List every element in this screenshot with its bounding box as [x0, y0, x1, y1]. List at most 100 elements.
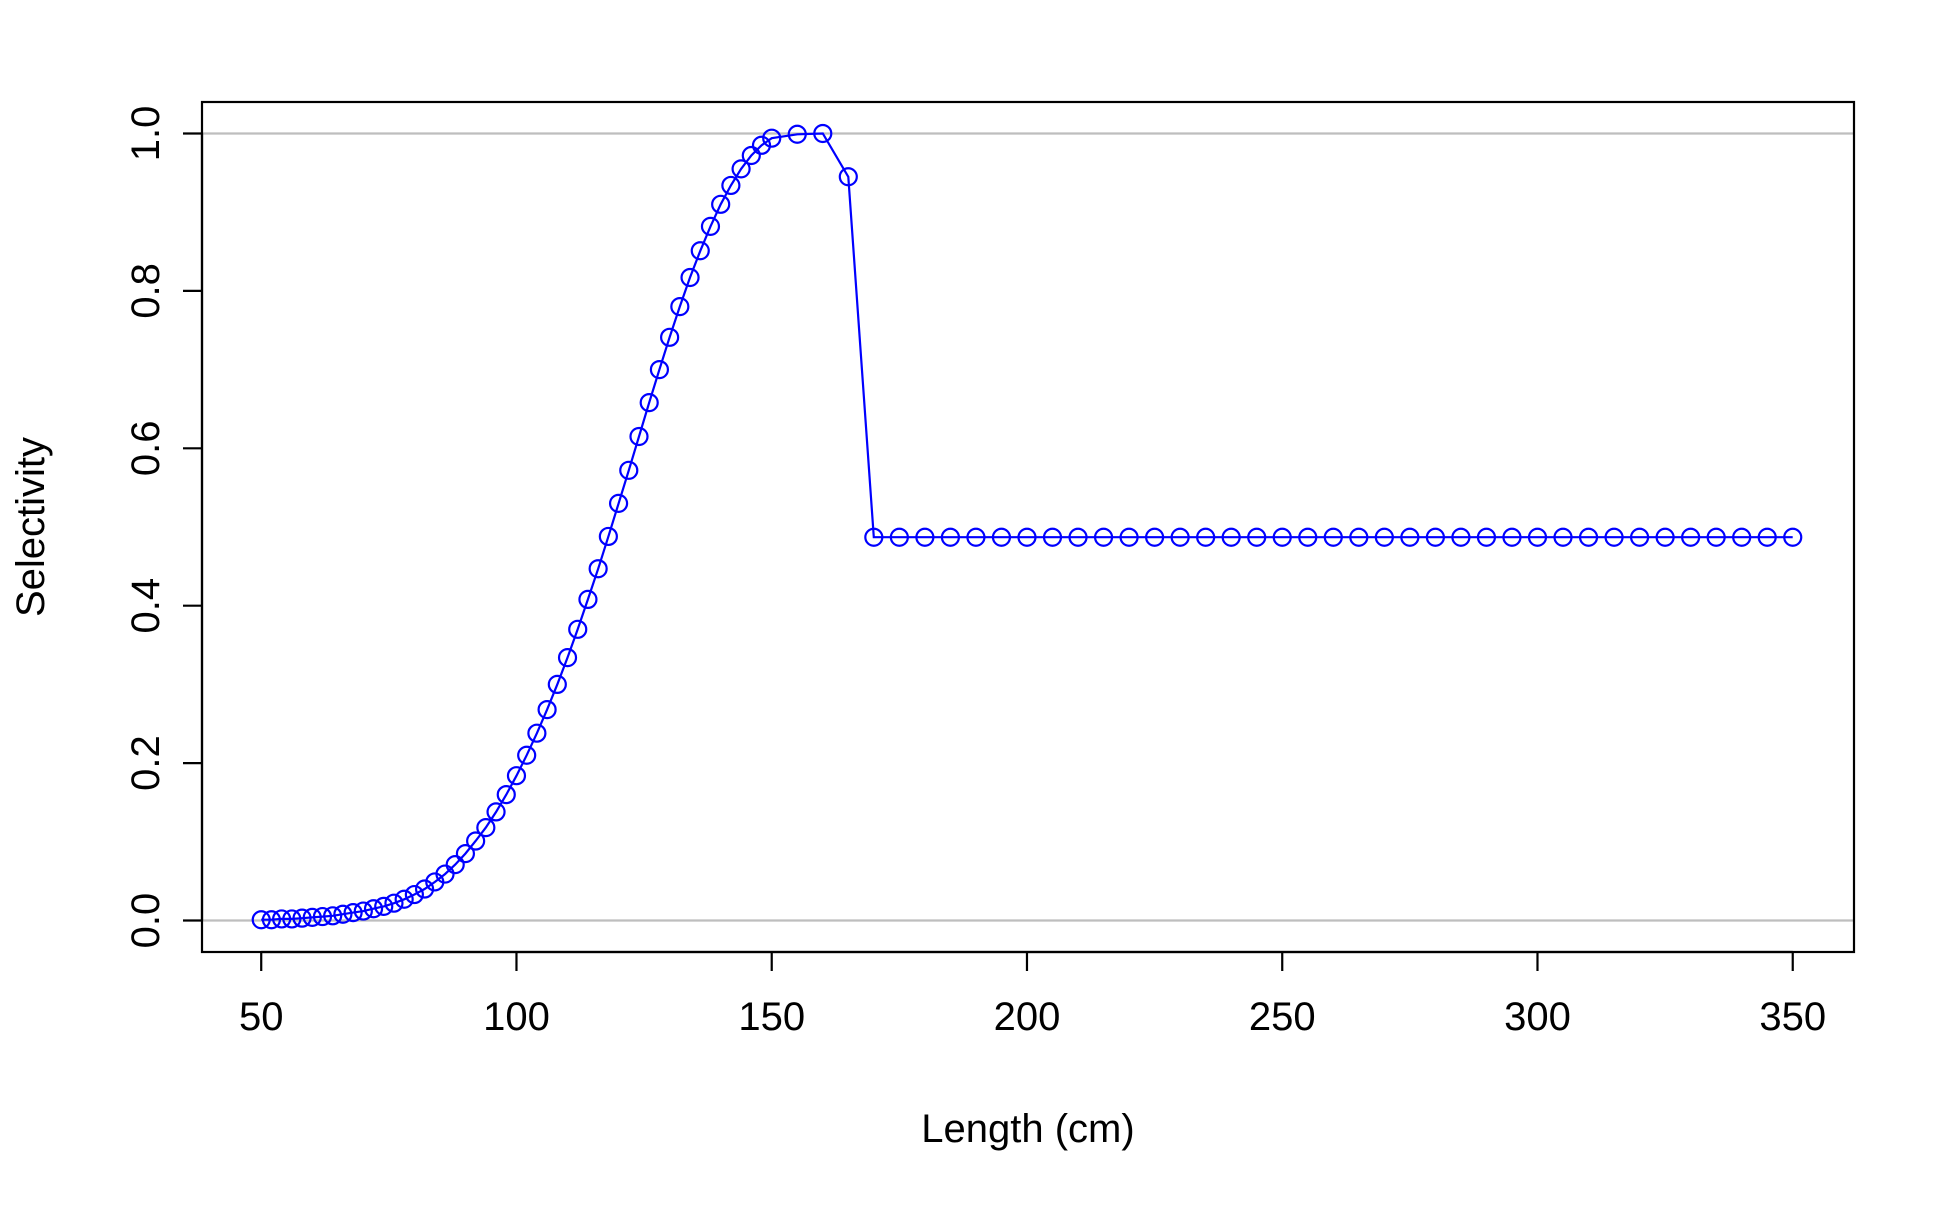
x-tick-label: 200	[994, 995, 1061, 1039]
data-point	[588, 559, 608, 579]
data-point	[445, 855, 465, 875]
data-point	[1451, 527, 1471, 547]
y-tick-label: 1.0	[124, 106, 168, 162]
data-point	[1732, 527, 1752, 547]
x-tick-label: 350	[1759, 995, 1826, 1039]
y-tick-label: 0.2	[124, 735, 168, 791]
y-tick-label: 0.4	[124, 578, 168, 634]
y-tick-label: 0.0	[124, 893, 168, 949]
data-point	[1170, 527, 1190, 547]
data-point	[598, 526, 618, 547]
data-point	[1017, 527, 1037, 547]
x-tick-label: 100	[483, 995, 550, 1039]
data-point	[537, 699, 557, 720]
data-point	[1425, 527, 1445, 547]
data-point	[700, 216, 721, 236]
data-point	[1196, 527, 1216, 547]
data-point	[639, 393, 659, 413]
data-point	[578, 589, 598, 610]
data-point	[1093, 527, 1114, 547]
series-line	[261, 132, 1793, 921]
data-point	[292, 908, 312, 928]
data-point	[660, 327, 680, 347]
data-point	[282, 909, 302, 929]
data-point	[476, 818, 496, 838]
data-point	[649, 359, 670, 380]
y-axis: 0.0 0.2 0.4 0.6 0.8 1.0	[124, 106, 204, 949]
y-axis-title: Selectivity	[9, 437, 53, 617]
data-point	[1374, 527, 1394, 547]
data-point	[1604, 527, 1624, 547]
data-point	[1629, 527, 1650, 547]
data-point	[312, 906, 333, 927]
data-point	[353, 901, 373, 921]
data-point	[751, 135, 772, 155]
data-point	[1323, 527, 1343, 547]
data-point	[384, 893, 404, 913]
data-point	[1221, 527, 1241, 547]
data-point	[333, 904, 353, 924]
data-point	[608, 493, 629, 513]
data-point	[1578, 527, 1599, 547]
data-point	[1527, 527, 1548, 547]
data-point	[1655, 527, 1675, 547]
reference-lines	[202, 132, 1854, 922]
x-tick-label: 50	[239, 995, 284, 1039]
data-point	[1400, 527, 1420, 547]
x-axis-title: Length (cm)	[921, 1107, 1134, 1151]
data-point	[517, 745, 537, 765]
data-point	[272, 909, 292, 929]
series-layer	[251, 123, 1803, 930]
data-point	[1706, 527, 1726, 547]
data-point	[690, 241, 710, 261]
data-point	[363, 899, 384, 919]
x-tick-label: 150	[738, 995, 805, 1039]
data-point	[966, 527, 986, 547]
data-point	[1476, 527, 1497, 547]
data-point	[731, 159, 751, 179]
data-point	[680, 267, 700, 288]
data-point	[1042, 527, 1063, 547]
data-point	[1119, 527, 1139, 547]
data-point	[915, 527, 935, 547]
data-point	[787, 124, 807, 144]
data-point	[466, 831, 486, 851]
data-point	[991, 527, 1012, 547]
data-point	[889, 527, 909, 547]
data-point	[1247, 527, 1267, 547]
data-point	[670, 297, 690, 317]
data-point	[547, 674, 567, 695]
data-point	[527, 723, 547, 743]
data-point	[414, 879, 435, 899]
data-point	[1553, 527, 1573, 547]
data-point	[1272, 527, 1292, 547]
data-point	[302, 907, 322, 927]
data-point	[404, 884, 424, 905]
data-point	[557, 648, 578, 668]
data-point	[1068, 527, 1088, 547]
data-point	[486, 802, 506, 822]
x-axis: 50 100 150 200 250 300 350	[239, 950, 1826, 1039]
data-point	[741, 145, 761, 166]
data-point	[568, 619, 588, 639]
data-point	[455, 844, 476, 864]
data-point	[506, 766, 527, 786]
x-tick-label: 250	[1249, 995, 1316, 1039]
data-point	[261, 910, 282, 930]
data-point	[629, 426, 649, 447]
data-point	[251, 910, 271, 930]
data-point	[838, 167, 858, 187]
y-tick-label: 0.8	[124, 263, 168, 319]
data-point	[374, 896, 394, 916]
data-point	[1298, 527, 1318, 547]
y-tick-label: 0.6	[124, 420, 168, 476]
plot-frame	[200, 100, 1856, 954]
data-point	[1145, 527, 1165, 547]
data-point	[711, 194, 731, 214]
data-point	[343, 903, 363, 923]
data-point	[1681, 527, 1701, 547]
data-point	[394, 889, 414, 909]
data-point	[864, 527, 884, 547]
